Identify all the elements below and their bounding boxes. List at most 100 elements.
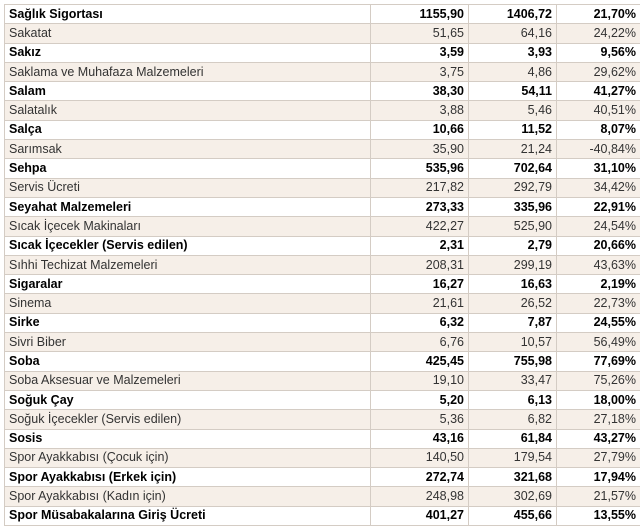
value-2-cell: 10,57 (469, 333, 557, 352)
value-2-cell: 6,82 (469, 410, 557, 429)
value-1-cell: 401,27 (371, 506, 469, 525)
value-2-cell: 292,79 (469, 178, 557, 197)
value-1-cell: 273,33 (371, 197, 469, 216)
value-2-cell: 54,11 (469, 82, 557, 101)
value-1-cell: 422,27 (371, 217, 469, 236)
value-1-cell: 425,45 (371, 352, 469, 371)
item-name-cell: Salam (5, 82, 371, 101)
value-1-cell: 16,27 (371, 275, 469, 294)
change-percent-cell: 29,62% (557, 62, 640, 81)
value-2-cell: 16,63 (469, 275, 557, 294)
item-name-cell: Servis Ücreti (5, 178, 371, 197)
value-1-cell: 51,65 (371, 24, 469, 43)
item-name-cell: Sakatat (5, 24, 371, 43)
item-name-cell: Sirke (5, 313, 371, 332)
value-2-cell: 755,98 (469, 352, 557, 371)
item-name-cell: Sıcak İçecek Makinaları (5, 217, 371, 236)
value-2-cell: 6,13 (469, 390, 557, 409)
value-1-cell: 217,82 (371, 178, 469, 197)
item-name-cell: Saklama ve Muhafaza Malzemeleri (5, 62, 371, 81)
value-1-cell: 208,31 (371, 255, 469, 274)
change-percent-cell: 31,10% (557, 159, 640, 178)
value-1-cell: 3,88 (371, 101, 469, 120)
value-1-cell: 38,30 (371, 82, 469, 101)
value-2-cell: 179,54 (469, 448, 557, 467)
item-name-cell: Sarımsak (5, 140, 371, 159)
change-percent-cell: 24,54% (557, 217, 640, 236)
change-percent-cell: 13,55% (557, 506, 640, 525)
change-percent-cell: 27,79% (557, 448, 640, 467)
change-percent-cell: 40,51% (557, 101, 640, 120)
change-percent-cell: 24,55% (557, 313, 640, 332)
value-2-cell: 21,24 (469, 140, 557, 159)
item-name-cell: Soba Aksesuar ve Malzemeleri (5, 371, 371, 390)
value-2-cell: 5,46 (469, 101, 557, 120)
value-2-cell: 33,47 (469, 371, 557, 390)
value-2-cell: 61,84 (469, 429, 557, 448)
value-2-cell: 455,66 (469, 506, 557, 525)
value-2-cell: 321,68 (469, 468, 557, 487)
value-1-cell: 5,36 (371, 410, 469, 429)
change-percent-cell: 56,49% (557, 333, 640, 352)
change-percent-cell: 41,27% (557, 82, 640, 101)
item-name-cell: Sivri Biber (5, 333, 371, 352)
item-name-cell: Spor Ayakkabısı (Çocuk için) (5, 448, 371, 467)
value-1-cell: 1155,90 (371, 5, 469, 24)
change-percent-cell: 43,27% (557, 429, 640, 448)
item-name-cell: Sıhhi Techizat Malzemeleri (5, 255, 371, 274)
item-name-cell: Sakız (5, 43, 371, 62)
item-name-cell: Soba (5, 352, 371, 371)
item-name-cell: Soğuk İçecekler (Servis edilen) (5, 410, 371, 429)
value-2-cell: 26,52 (469, 294, 557, 313)
value-2-cell: 299,19 (469, 255, 557, 274)
item-name-cell: Sağlık Sigortası (5, 5, 371, 24)
item-name-cell: Sosis (5, 429, 371, 448)
change-percent-cell: 17,94% (557, 468, 640, 487)
value-1-cell: 3,75 (371, 62, 469, 81)
change-percent-cell: 24,22% (557, 24, 640, 43)
value-1-cell: 43,16 (371, 429, 469, 448)
item-name-cell: Sinema (5, 294, 371, 313)
change-percent-cell: 43,63% (557, 255, 640, 274)
value-2-cell: 1406,72 (469, 5, 557, 24)
item-name-cell: Salatalık (5, 101, 371, 120)
value-2-cell: 7,87 (469, 313, 557, 332)
change-percent-cell: 22,73% (557, 294, 640, 313)
value-1-cell: 6,32 (371, 313, 469, 332)
value-1-cell: 2,31 (371, 236, 469, 255)
value-1-cell: 35,90 (371, 140, 469, 159)
change-percent-cell: 21,70% (557, 5, 640, 24)
value-2-cell: 2,79 (469, 236, 557, 255)
change-percent-cell: 77,69% (557, 352, 640, 371)
value-2-cell: 702,64 (469, 159, 557, 178)
value-1-cell: 10,66 (371, 120, 469, 139)
value-2-cell: 64,16 (469, 24, 557, 43)
value-2-cell: 11,52 (469, 120, 557, 139)
change-percent-cell: 34,42% (557, 178, 640, 197)
item-name-cell: Seyahat Malzemeleri (5, 197, 371, 216)
value-2-cell: 3,93 (469, 43, 557, 62)
item-name-cell: Sigaralar (5, 275, 371, 294)
